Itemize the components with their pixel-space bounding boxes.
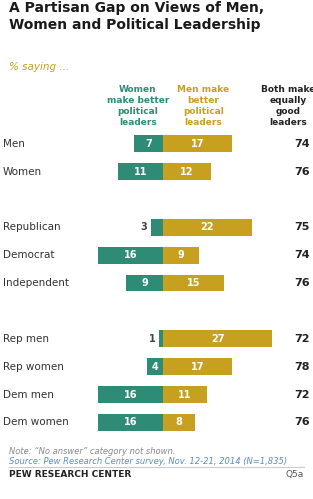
Bar	[163, 274, 223, 291]
Bar	[163, 247, 199, 263]
Text: 22: 22	[201, 222, 214, 233]
Text: PEW RESEARCH CENTER: PEW RESEARCH CENTER	[9, 470, 132, 479]
Text: 16: 16	[124, 250, 137, 260]
Text: Women: Women	[3, 167, 42, 177]
Bar	[98, 386, 163, 403]
Text: Q5a: Q5a	[285, 470, 304, 479]
Text: 27: 27	[211, 334, 224, 344]
Bar	[163, 219, 252, 236]
Bar	[163, 135, 232, 152]
Text: 16: 16	[124, 390, 137, 400]
Text: Men make
better
political
leaders: Men make better political leaders	[177, 85, 229, 127]
Text: 72: 72	[294, 390, 310, 400]
Bar	[146, 358, 163, 375]
Text: 11: 11	[178, 390, 192, 400]
Bar	[163, 386, 208, 403]
Bar	[98, 414, 163, 431]
Bar	[126, 274, 163, 291]
Bar	[163, 414, 195, 431]
Text: % saying ...: % saying ...	[9, 62, 69, 72]
Text: Democrat: Democrat	[3, 250, 55, 260]
Text: 76: 76	[294, 167, 310, 177]
Bar	[134, 135, 163, 152]
Text: 8: 8	[176, 417, 182, 428]
Text: 76: 76	[294, 278, 310, 288]
Text: Rep men: Rep men	[3, 334, 49, 344]
Text: 11: 11	[134, 167, 147, 177]
Text: Independent: Independent	[3, 278, 69, 288]
Text: Note: “No answer” category not shown.: Note: “No answer” category not shown.	[9, 447, 176, 456]
Bar	[118, 163, 163, 180]
Text: Dem women: Dem women	[3, 417, 69, 428]
Text: A Partisan Gap on Views of Men,
Women and Political Leadership: A Partisan Gap on Views of Men, Women an…	[9, 1, 264, 32]
Text: 15: 15	[187, 278, 200, 288]
Text: Source: Pew Research Center survey, Nov. 12-21, 2014 (N=1,835): Source: Pew Research Center survey, Nov.…	[9, 457, 288, 466]
Bar	[151, 219, 163, 236]
Text: 78: 78	[294, 362, 310, 372]
Text: 76: 76	[294, 417, 310, 428]
Text: 7: 7	[145, 139, 152, 149]
Text: 1: 1	[149, 334, 156, 344]
Text: 74: 74	[294, 139, 310, 149]
Text: Dem men: Dem men	[3, 390, 54, 400]
Text: 17: 17	[191, 139, 204, 149]
Text: 72: 72	[294, 334, 310, 344]
Text: 12: 12	[180, 167, 194, 177]
Text: 9: 9	[178, 250, 184, 260]
Bar	[163, 330, 272, 347]
Text: 74: 74	[294, 250, 310, 260]
Text: 75: 75	[295, 222, 310, 233]
Text: Women
make better
political
leaders: Women make better political leaders	[106, 85, 169, 127]
Text: Republican: Republican	[3, 222, 61, 233]
Bar	[163, 358, 232, 375]
Text: Men: Men	[3, 139, 25, 149]
Text: 16: 16	[124, 417, 137, 428]
Bar	[163, 163, 212, 180]
Text: 17: 17	[191, 362, 204, 372]
Text: 4: 4	[151, 362, 158, 372]
Text: 9: 9	[141, 278, 148, 288]
Text: Rep women: Rep women	[3, 362, 64, 372]
Text: 3: 3	[141, 222, 147, 233]
Bar	[98, 247, 163, 263]
Text: Both make
equally
good
leaders: Both make equally good leaders	[261, 85, 313, 127]
Bar	[159, 330, 163, 347]
